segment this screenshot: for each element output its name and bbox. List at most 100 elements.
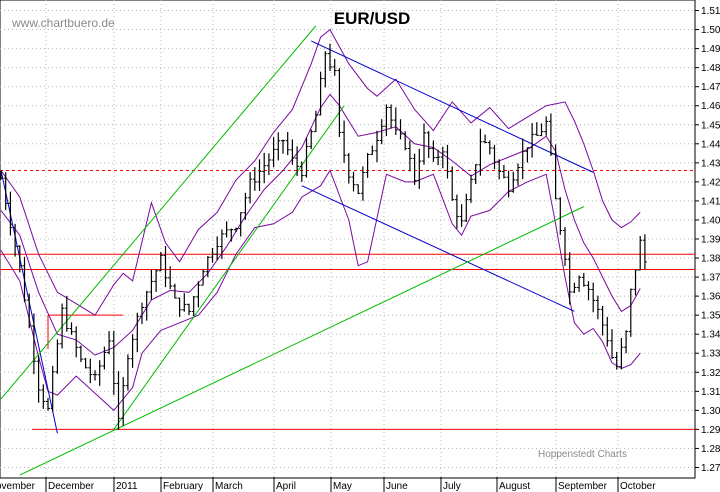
x-tick-label: September (558, 481, 608, 492)
price-bar (191, 296, 196, 317)
y-tick-label: 1.27 (701, 463, 720, 474)
y-tick-label: 1.47 (701, 82, 720, 93)
price-bar (407, 140, 412, 172)
price-bar (285, 131, 290, 156)
x-tick-label: July (443, 481, 461, 492)
price-bar (248, 172, 253, 204)
price-bar (351, 171, 356, 192)
price-bar (262, 152, 267, 184)
x-tick-label: April (276, 481, 296, 492)
y-tick-label: 1.34 (701, 330, 720, 341)
price-bar (168, 266, 173, 290)
price-bar (478, 128, 483, 176)
y-tick-label: 1.36 (701, 292, 720, 303)
price-bar (459, 204, 464, 227)
price-bar (55, 339, 60, 374)
price-bar (313, 110, 318, 133)
x-tick-label: 2011 (116, 481, 138, 492)
price-bar (426, 131, 431, 158)
price-bar (102, 346, 107, 370)
price-bar (337, 68, 342, 137)
price-bar (121, 377, 126, 426)
price-bar (398, 119, 403, 140)
price-bar (88, 358, 93, 384)
y-tick-label: 1.35 (701, 311, 720, 322)
price-bar (229, 228, 234, 242)
price-bar (318, 71, 323, 116)
price-bar (379, 119, 384, 145)
y-tick-label: 1.42 (701, 177, 720, 188)
price-bar (384, 104, 389, 137)
y-tick-label: 1.45 (701, 120, 720, 131)
price-bar (281, 139, 285, 154)
price-bar (163, 245, 168, 288)
price-bar (403, 131, 408, 151)
price-bar (196, 281, 201, 308)
price-bar (3, 172, 8, 211)
price-bar (323, 51, 328, 88)
price-bar (201, 269, 206, 286)
price-bar (487, 140, 492, 155)
price-bar (50, 365, 55, 412)
price-bar (548, 113, 553, 156)
price-bar (563, 227, 567, 266)
x-tick-label: May (333, 481, 352, 492)
price-bar (473, 164, 478, 185)
y-tick-label: 1.50 (701, 25, 720, 36)
price-bar (224, 221, 229, 238)
price-bar (107, 331, 112, 355)
price-bar (370, 145, 375, 155)
price-bar (628, 288, 633, 337)
price-bar (393, 107, 398, 135)
price-bar (614, 351, 619, 370)
price-bar (534, 122, 539, 136)
x-tick-label: ovember (0, 481, 36, 492)
y-tick-label: 1.46 (701, 101, 720, 112)
price-bar (78, 345, 83, 363)
price-bar (46, 397, 50, 411)
bollinger-middle-band (0, 93, 641, 356)
y-tick-label: 1.29 (701, 425, 720, 436)
price-bar (41, 384, 46, 409)
price-bar (445, 144, 450, 179)
price-bar (74, 326, 79, 358)
price-bar (633, 269, 638, 296)
price-bar (431, 140, 436, 163)
price-bar (586, 281, 591, 301)
price-bar (271, 137, 276, 168)
price-bar (464, 193, 469, 223)
x-tick-label: August (499, 481, 530, 492)
price-bar (346, 153, 351, 184)
y-tick-label: 1.49 (701, 44, 720, 55)
price-bar (238, 212, 243, 237)
price-bar (158, 251, 163, 272)
price-bar (342, 120, 347, 163)
price-bar (299, 161, 304, 182)
price-bar (375, 130, 379, 163)
price-bar (187, 303, 191, 316)
price-bar (501, 165, 506, 179)
y-tick-label: 1.33 (701, 349, 720, 360)
price-bar (257, 159, 262, 191)
price-bar (544, 116, 549, 136)
bollinger-bands (0, 28, 641, 412)
price-bar (172, 283, 177, 299)
price-bar (469, 174, 473, 203)
price-bar (572, 282, 577, 294)
price-bar (22, 256, 27, 303)
price-bar (356, 184, 361, 195)
price-bar (125, 354, 130, 391)
price-bar (638, 235, 643, 271)
price-bar (97, 360, 102, 386)
price-bar (553, 144, 558, 200)
y-tick-label: 1.43 (701, 158, 720, 169)
price-bar (60, 303, 65, 349)
price-bar (525, 147, 530, 163)
price-bar (422, 123, 426, 165)
price-bar (290, 139, 295, 165)
price-bar (581, 272, 586, 287)
price-bar (252, 167, 257, 191)
y-tick-label: 1.39 (701, 235, 720, 246)
price-bar (389, 104, 394, 129)
